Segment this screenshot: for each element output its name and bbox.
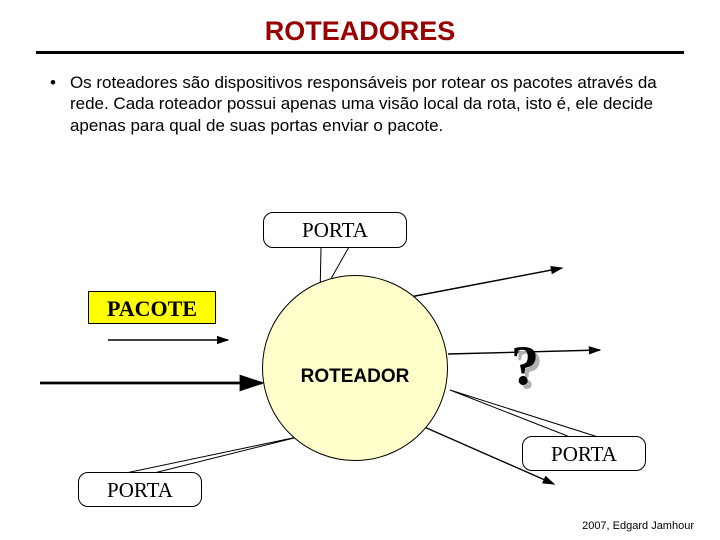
bullet-marker: • xyxy=(50,72,56,136)
title-underline xyxy=(36,51,684,54)
footer-credit: 2007, Edgard Jamhour xyxy=(582,520,694,532)
arrow-out-up xyxy=(410,268,562,297)
callout-porta-top: PORTA xyxy=(263,212,407,248)
packet-box: PACOTE xyxy=(88,291,216,324)
callout-pointer-porta-bottom xyxy=(126,436,302,473)
callout-porta-right: PORTA xyxy=(522,436,646,471)
router-diagram: ROTEADOR PACOTE ? ? PORTAPORTAPORTA xyxy=(0,200,720,510)
callout-porta-bottom: PORTA xyxy=(78,472,202,507)
description-bullet: • Os roteadores são dispositivos respons… xyxy=(50,72,670,136)
description-text: Os roteadores são dispositivos responsáv… xyxy=(70,72,670,136)
router-label: ROTEADOR xyxy=(285,366,425,388)
question-mark-icon: ? xyxy=(500,334,550,398)
page-title: ROTEADORES xyxy=(0,0,720,47)
